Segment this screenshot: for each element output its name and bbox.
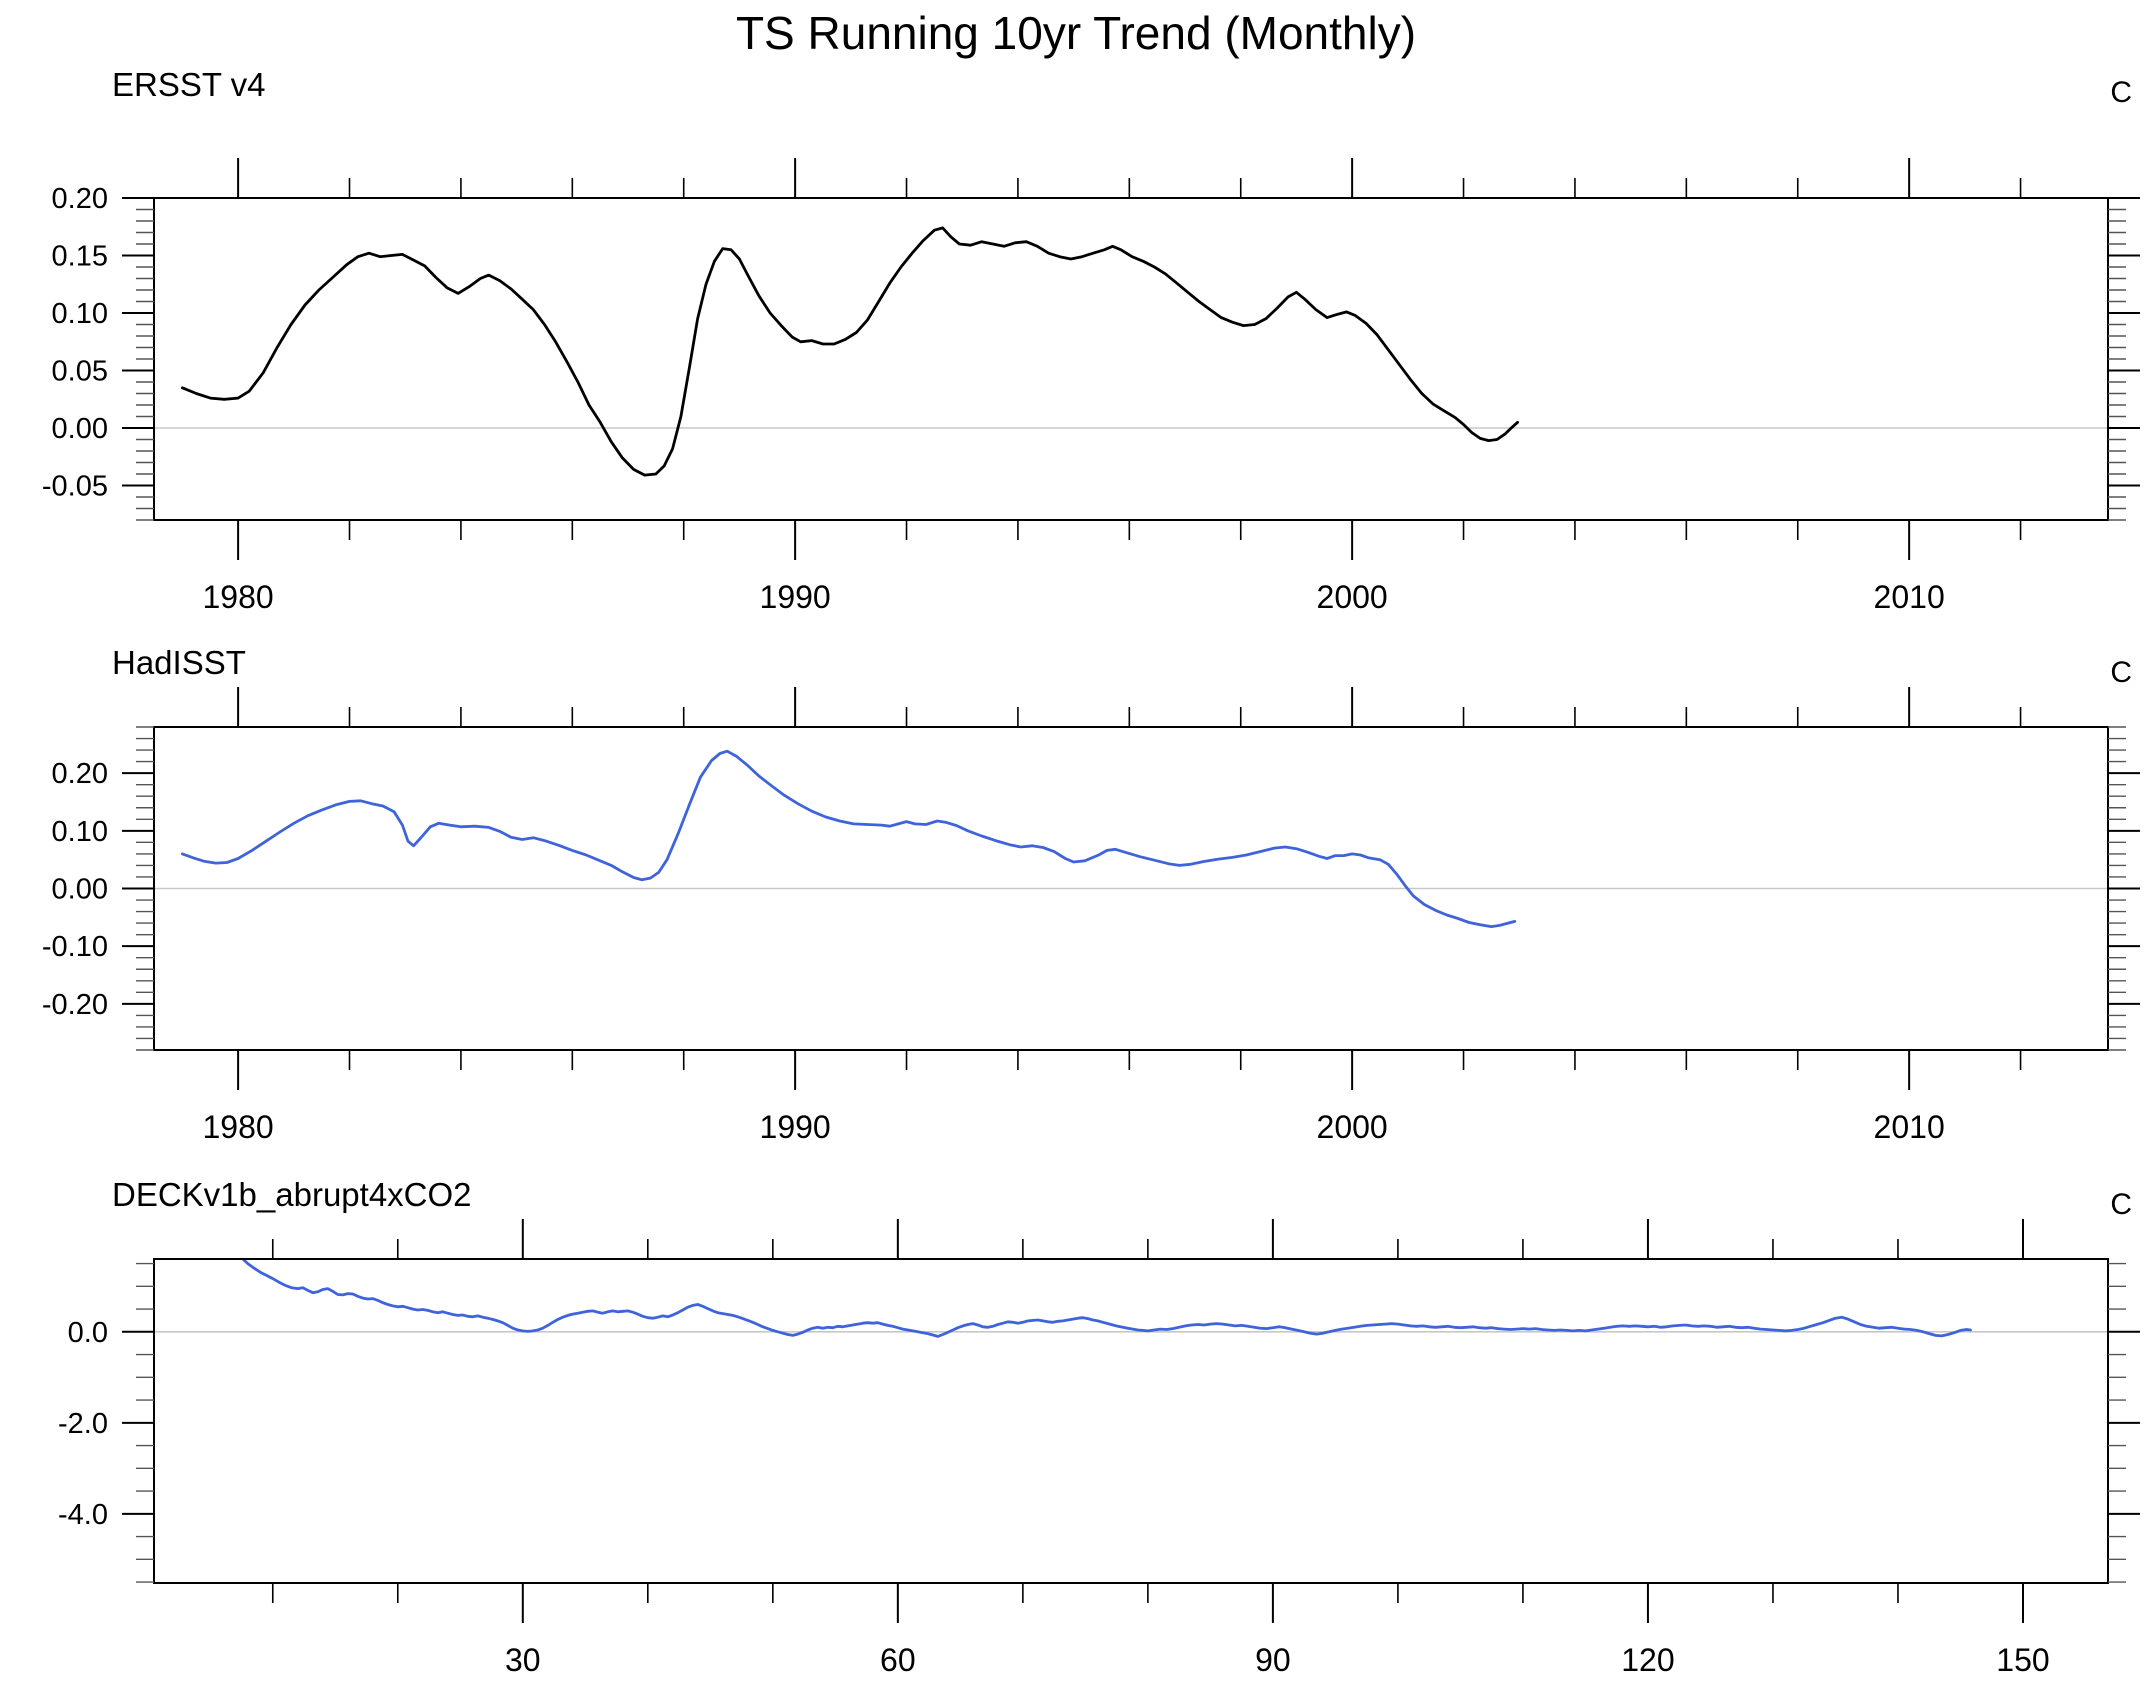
units-label-panel-2: C (2110, 656, 2132, 689)
x-tick-label: 150 (1996, 1642, 2049, 1678)
y-tick-label: 0.00 (52, 874, 108, 906)
y-tick-label: 0.10 (52, 816, 108, 848)
series-line-ersst-v4 (180, 226, 1519, 477)
y-tick-label: -0.10 (42, 931, 108, 963)
y-tick-label: -0.20 (42, 989, 108, 1021)
panel-2-box (153, 1258, 2109, 1584)
panel-title-hadisst: HadISST (112, 644, 246, 681)
x-tick-label: 120 (1621, 1642, 1674, 1678)
x-tick-label: 1990 (760, 579, 831, 615)
panel-0-box (153, 197, 2109, 521)
x-tick-label: 1980 (203, 579, 274, 615)
x-tick-label: 30 (505, 1642, 541, 1678)
x-tick-label: 2010 (1874, 579, 1945, 615)
x-tick-label: 60 (880, 1642, 916, 1678)
y-tick-label: 0.15 (52, 241, 108, 273)
x-tick-label: 2010 (1874, 1109, 1945, 1145)
y-tick-label: -0.05 (42, 471, 108, 503)
panel-title-deckv1b: DECKv1b_abrupt4xCO2 (112, 1176, 472, 1213)
y-tick-label: 0.0 (68, 1317, 108, 1349)
y-tick-label: 0.05 (52, 356, 108, 388)
y-tick-label: 0.20 (52, 183, 108, 215)
x-tick-label: 2000 (1317, 1109, 1388, 1145)
units-label-panel-3: C (2110, 1188, 2132, 1221)
x-tick-label: 1990 (760, 1109, 831, 1145)
series-line-deckv1b-abrupt4xco2 (241, 1259, 1972, 1338)
series-line-hadisst (180, 749, 1517, 928)
x-tick-label: 2000 (1317, 579, 1388, 615)
x-tick-label: 1980 (203, 1109, 274, 1145)
y-tick-label: -2.0 (58, 1408, 108, 1440)
x-tick-label: 90 (1255, 1642, 1291, 1678)
y-tick-label: -4.0 (58, 1499, 108, 1531)
units-label-panel-1: C (2110, 76, 2132, 109)
y-tick-label: 0.10 (52, 298, 108, 330)
chart-main-title: TS Running 10yr Trend (Monthly) (735, 7, 1417, 59)
y-tick-label: 0.20 (52, 758, 108, 790)
y-tick-label: 0.00 (52, 413, 108, 445)
panel-title-ersst-v4: ERSST v4 (112, 66, 266, 103)
